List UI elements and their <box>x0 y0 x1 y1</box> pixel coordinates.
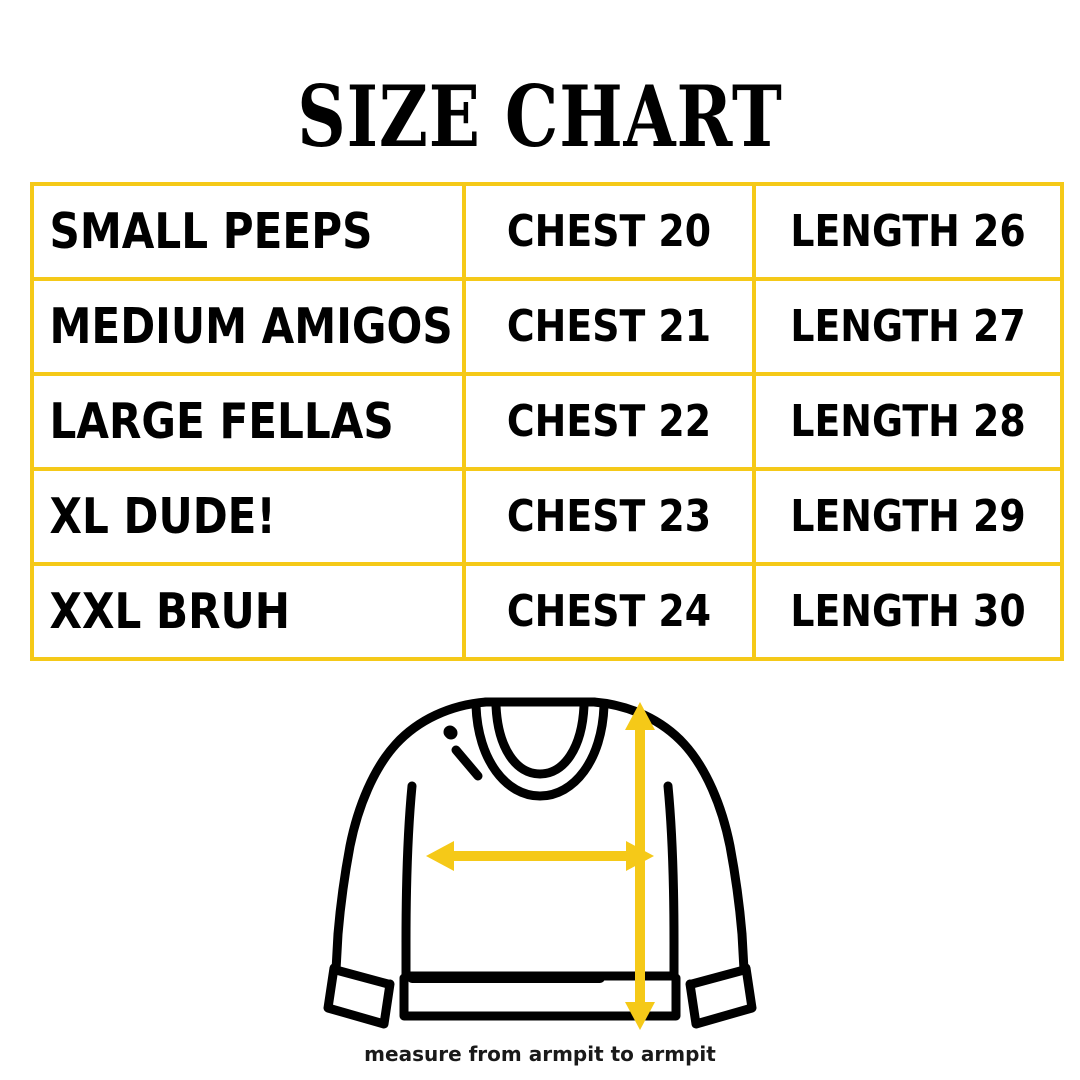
chest-value: CHEST 21 <box>506 300 712 352</box>
table-row: XXL BRUH CHEST 24 LENGTH 30 <box>30 562 1064 661</box>
length-value: LENGTH 26 <box>790 205 1026 257</box>
size-cell: XL DUDE! <box>30 467 466 566</box>
length-value: LENGTH 30 <box>790 585 1026 637</box>
length-cell: LENGTH 28 <box>752 372 1064 471</box>
table-row: XL DUDE! CHEST 23 LENGTH 29 <box>30 467 1064 566</box>
chest-value: CHEST 22 <box>506 395 712 447</box>
chest-cell: CHEST 21 <box>462 277 756 376</box>
table-row: SMALL PEEPS CHEST 20 LENGTH 26 <box>30 182 1064 281</box>
chest-value: CHEST 20 <box>506 205 712 257</box>
measurement-caption: measure from armpit to armpit <box>364 1042 716 1066</box>
table-row: LARGE FELLAS CHEST 22 LENGTH 28 <box>30 372 1064 471</box>
page-title: SIZE CHART <box>297 67 783 166</box>
size-label: SMALL PEEPS <box>49 203 373 260</box>
chest-value: CHEST 23 <box>506 490 712 542</box>
length-value: LENGTH 27 <box>790 300 1026 352</box>
chest-value: CHEST 24 <box>506 585 712 637</box>
length-measure-arrow <box>625 702 655 1030</box>
size-label: XL DUDE! <box>49 488 276 545</box>
chest-cell: CHEST 23 <box>462 467 756 566</box>
length-value: LENGTH 28 <box>790 395 1026 447</box>
sweatshirt-illustration <box>300 678 780 1038</box>
length-value: LENGTH 29 <box>790 490 1026 542</box>
sweatshirt-outline <box>323 697 757 1029</box>
length-cell: LENGTH 30 <box>752 562 1064 661</box>
size-label: XXL BRUH <box>49 583 291 640</box>
chest-cell: CHEST 22 <box>462 372 756 471</box>
size-chart-table: SMALL PEEPS CHEST 20 LENGTH 26 MEDIUM AM… <box>30 182 1064 661</box>
size-chart-table-body: SMALL PEEPS CHEST 20 LENGTH 26 MEDIUM AM… <box>30 182 1064 661</box>
size-cell: MEDIUM AMIGOS <box>30 277 466 376</box>
size-cell: XXL BRUH <box>30 562 466 661</box>
chest-cell: CHEST 24 <box>462 562 756 661</box>
length-cell: LENGTH 29 <box>752 467 1064 566</box>
chest-cell: CHEST 20 <box>462 182 756 281</box>
size-label: LARGE FELLAS <box>49 393 394 450</box>
length-cell: LENGTH 26 <box>752 182 1064 281</box>
size-cell: SMALL PEEPS <box>30 182 466 281</box>
table-row: MEDIUM AMIGOS CHEST 21 LENGTH 27 <box>30 277 1064 376</box>
sweatshirt-icon <box>323 697 757 1030</box>
chest-measure-arrow <box>426 841 654 871</box>
size-label: MEDIUM AMIGOS <box>49 298 453 355</box>
length-cell: LENGTH 27 <box>752 277 1064 376</box>
size-cell: LARGE FELLAS <box>30 372 466 471</box>
